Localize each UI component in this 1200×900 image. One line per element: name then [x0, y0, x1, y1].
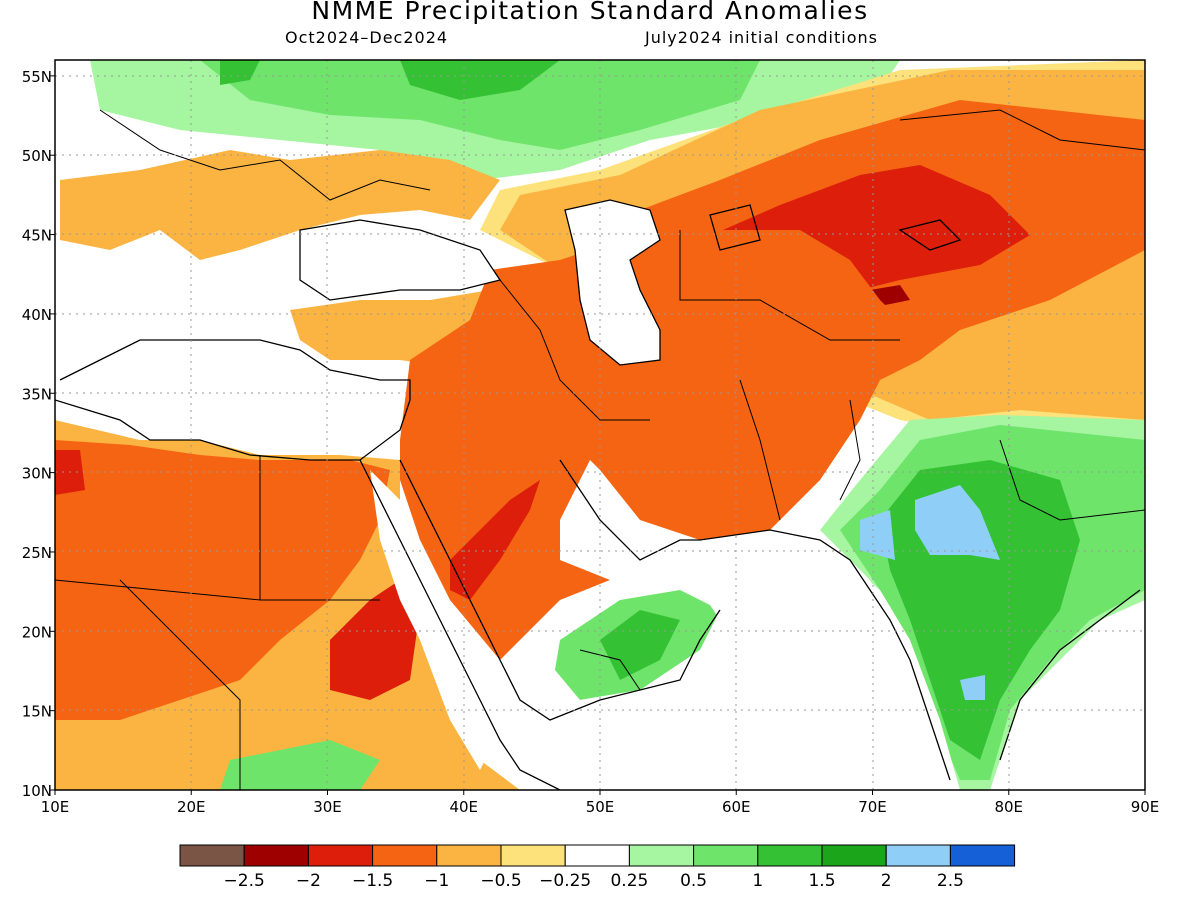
colorbar-swatch: [372, 844, 438, 867]
colorbar-swatch: [179, 844, 245, 867]
colorbar-swatch: [307, 844, 374, 867]
colorbar-label: −1.5: [352, 871, 393, 891]
lon-tick-label: 50E: [586, 798, 615, 816]
lon-tick-label: 20E: [177, 798, 206, 816]
arabian-sea-neutral: [520, 620, 720, 790]
lat-tick-label: 30N: [22, 465, 52, 483]
mediterranean-neutral: [55, 340, 400, 455]
middle-east-dry-region: [400, 230, 900, 660]
oman-yemen-wet-core: [600, 610, 680, 680]
lon-tick-label: 30E: [313, 798, 342, 816]
coastlines: [55, 199, 1141, 790]
lon-tick-label: 90E: [1131, 798, 1160, 816]
colorbar-swatch: [500, 844, 566, 867]
longitude-axis: 10E 20E 30E 40E 50E 60E 70E 80E 90E: [41, 790, 1160, 816]
india-very-wet: [915, 485, 1000, 560]
colorbar-swatch: [885, 844, 951, 867]
north-africa-moderate: [55, 440, 390, 720]
lon-tick-label: 60E: [722, 798, 751, 816]
lat-tick-label: 15N: [22, 703, 52, 721]
colorbar-swatch: [243, 844, 309, 867]
russia-wet-core: [200, 60, 760, 150]
caspian-neutral: [565, 200, 660, 365]
lat-tick-label: 10N: [22, 782, 52, 800]
colorbar-swatch: [628, 844, 695, 867]
lon-tick-label: 40E: [449, 798, 478, 816]
colorbar-swatch: [436, 844, 502, 867]
india-very-wet-2: [860, 510, 985, 700]
colorbar-label: 0.5: [680, 871, 707, 891]
lat-tick-label: 25N: [22, 544, 52, 562]
lat-tick-label: 20N: [22, 623, 52, 641]
colorbar-label: 0.25: [610, 871, 648, 891]
colorbar-label: −0.5: [480, 871, 521, 891]
colorbar-label: −1: [424, 871, 449, 891]
lon-tick-label: 70E: [858, 798, 887, 816]
initial-conditions-label: July2024 initial conditions: [645, 28, 878, 47]
colorbar: [179, 844, 1016, 867]
season-label: Oct2024–Dec2024: [285, 28, 449, 47]
anomaly-field: [55, 60, 1145, 790]
arabia-very-dry: [450, 480, 540, 600]
colorbar-label: 2: [881, 871, 892, 891]
colorbar-swatch: [564, 844, 630, 867]
colorbar-swatch: [693, 844, 759, 867]
latitude-axis: 10N 15N 20N 25N 30N 35N 40N 45N 50N 55N: [22, 68, 55, 800]
colorbar-label: −2.5: [224, 871, 265, 891]
colorbar-swatch: [757, 844, 823, 867]
lat-tick-label: 55N: [22, 68, 52, 86]
sudan-very-dry: [330, 580, 420, 700]
horn-wet-patch: [220, 740, 380, 790]
colorbar-swatch: [949, 844, 1016, 867]
lat-tick-label: 45N: [22, 227, 52, 245]
colorbar-label: −2: [296, 871, 321, 891]
russia-wet-core-2: [220, 60, 560, 100]
lat-tick-label: 35N: [22, 385, 52, 403]
balkans-dry-patches: [60, 150, 500, 260]
colorbar-label: 1.5: [808, 871, 835, 891]
country-borders: [55, 109, 1145, 790]
lat-tick-label: 50N: [22, 147, 52, 165]
map-title: NMME Precipitation Standard Anomalies: [311, 0, 869, 25]
colorbar-label: −0.25: [539, 871, 591, 891]
lon-tick-label: 10E: [41, 798, 70, 816]
colorbar-swatch: [821, 844, 887, 867]
grid-lines: [55, 60, 1145, 790]
lon-tick-label: 80E: [994, 798, 1023, 816]
lat-tick-label: 40N: [22, 306, 52, 324]
colorbar-label: 2.5: [937, 871, 964, 891]
colorbar-label: 1: [752, 871, 763, 891]
colorbar-labels: −2.5 −2 −1.5 −1 −0.5 −0.25 0.25 0.5 1 1.5 2 2.5: [224, 871, 964, 891]
